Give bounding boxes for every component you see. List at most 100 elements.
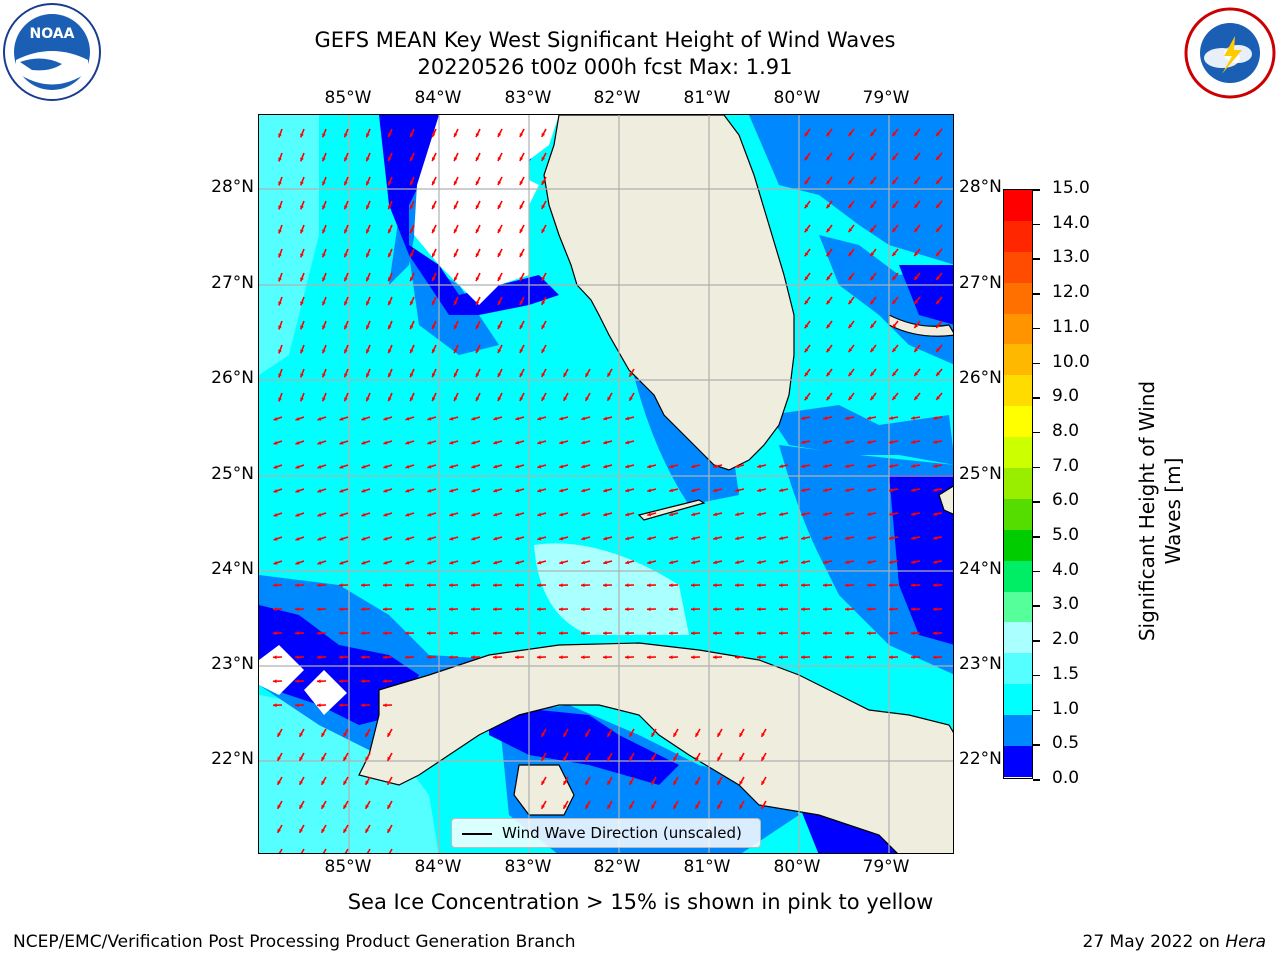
wave-direction-arrowhead	[339, 560, 344, 565]
wave-direction-arrowhead	[322, 133, 326, 138]
wave-direction-arrowhead	[914, 396, 919, 400]
lat-label-right: 24°N	[959, 559, 1002, 579]
wave-direction-arrowhead	[603, 440, 608, 445]
wave-direction-arrowhead	[300, 157, 304, 162]
wave-direction-arrowhead	[387, 804, 391, 809]
colorbar-title: Significant Height of Wind Waves [m]	[1135, 380, 1185, 642]
wave-direction-arrowhead	[647, 512, 652, 517]
wave-direction-arrowhead	[563, 756, 567, 761]
wave-direction-arrowhead	[936, 180, 940, 184]
wave-direction-arrowhead	[405, 560, 410, 565]
wave-direction-arrowhead	[761, 804, 765, 809]
wave-direction-arrowhead	[361, 536, 366, 541]
wave-direction-arrowhead	[431, 349, 436, 354]
wave-direction-arrowhead	[366, 301, 370, 306]
wave-direction-arrowhead	[317, 655, 321, 660]
wave-direction-arrowhead	[911, 560, 915, 564]
wave-direction-arrowhead	[278, 277, 282, 282]
wave-direction-arrowhead	[669, 583, 673, 588]
wave-direction-arrowhead	[914, 300, 919, 304]
wave-direction-arrowhead	[870, 132, 875, 137]
wave-direction-arrowhead	[388, 349, 392, 354]
legend-label: Wind Wave Direction (unscaled)	[502, 824, 742, 842]
wave-direction-arrowhead	[933, 655, 937, 660]
wave-direction-arrowhead	[848, 396, 853, 401]
wave-direction-arrowhead	[889, 488, 893, 492]
wave-direction-arrowhead	[475, 325, 480, 330]
wave-direction-arrowhead	[388, 301, 392, 306]
wave-direction-arrowhead	[409, 397, 414, 402]
wave-direction-arrowhead	[295, 703, 299, 708]
wave-direction-arrowhead	[453, 325, 458, 330]
colorbar-tick	[1033, 293, 1040, 295]
wave-direction-arrowhead	[739, 804, 743, 809]
wave-direction-arrowhead	[603, 607, 607, 612]
wave-direction-arrowhead	[541, 276, 546, 281]
wave-direction-arrowhead	[713, 464, 718, 469]
wave-direction-arrowhead	[848, 372, 853, 377]
wave-direction-arrowhead	[801, 631, 805, 636]
wave-direction-arrowhead	[933, 631, 937, 636]
wave-direction-arrowhead	[845, 512, 850, 516]
wave-direction-arrowhead	[801, 536, 806, 541]
wave-direction-arrowhead	[383, 583, 387, 588]
wave-direction-arrowhead	[541, 204, 546, 209]
colorbar-tick	[1033, 327, 1040, 330]
wave-direction-arrowhead	[365, 732, 369, 737]
wave-direction-arrowhead	[278, 181, 282, 186]
wave-direction-arrowhead	[717, 732, 721, 737]
wave-direction-arrowhead	[603, 560, 608, 565]
colorbar-tick	[1033, 744, 1040, 746]
wave-direction-arrowhead	[581, 560, 586, 565]
wave-direction-arrowhead	[344, 181, 348, 186]
wave-direction-arrowhead	[581, 488, 586, 493]
wave-direction-arrowhead	[892, 180, 897, 185]
wave-direction-arrowhead	[779, 536, 784, 541]
colorbar-tick-label: 15.0	[1052, 178, 1090, 198]
wave-direction-arrowhead	[757, 512, 762, 517]
wave-direction-arrowhead	[387, 780, 391, 785]
colorbar-tick-label: 4.0	[1052, 559, 1080, 580]
wave-direction-arrowhead	[475, 133, 480, 138]
wave-direction-arrowhead	[695, 732, 699, 737]
wave-direction-arrowhead	[515, 488, 520, 493]
wave-direction-arrowhead	[867, 488, 871, 492]
colorbar-segment	[1004, 591, 1032, 623]
colorbar-segment	[1004, 190, 1032, 221]
lat-label-left: 26°N	[211, 368, 254, 388]
wave-direction-arrowhead	[344, 157, 348, 162]
map-title-line1: GEFS MEAN Key West Significant Height of…	[314, 28, 896, 52]
wave-direction-arrowhead	[366, 277, 370, 282]
wave-direction-arrowhead	[757, 560, 762, 565]
wave-direction-arrowhead	[848, 132, 853, 137]
wave-direction-arrowhead	[695, 804, 699, 809]
wave-direction-arrowhead	[801, 655, 805, 660]
wave-direction-arrowhead	[427, 631, 431, 636]
wave-direction-arrowhead	[559, 655, 563, 660]
wave-direction-arrowhead	[519, 252, 524, 257]
wave-direction-arrowhead	[453, 253, 458, 258]
wave-direction-arrowhead	[870, 204, 875, 209]
wave-direction-arrowhead	[515, 583, 519, 588]
wave-direction-arrowhead	[936, 252, 940, 256]
wave-direction-arrowhead	[826, 228, 831, 233]
wave-direction-arrowhead	[277, 804, 281, 809]
wave-direction-arrowhead	[278, 205, 282, 210]
wave-direction-arrowhead	[519, 396, 524, 401]
wave-direction-arrowhead	[405, 607, 409, 612]
wave-direction-arrowhead	[300, 229, 304, 234]
wave-direction-arrowhead	[581, 631, 585, 636]
lat-label-left: 27°N	[211, 273, 254, 293]
wave-direction-arrowhead	[651, 780, 655, 785]
wave-direction-arrowhead	[889, 464, 893, 468]
wave-direction-arrowhead	[427, 536, 432, 541]
wave-direction-arrowhead	[471, 607, 475, 612]
wave-direction-arrowhead	[826, 180, 831, 185]
wave-direction-arrowhead	[497, 133, 502, 138]
wave-direction-arrowhead	[493, 488, 498, 493]
colorbar-tick	[1033, 709, 1040, 712]
wave-direction-arrowhead	[933, 416, 937, 420]
wave-direction-arrowhead	[273, 417, 278, 421]
wave-direction-arrowhead	[493, 512, 498, 517]
wave-direction-arrowhead	[848, 228, 853, 233]
